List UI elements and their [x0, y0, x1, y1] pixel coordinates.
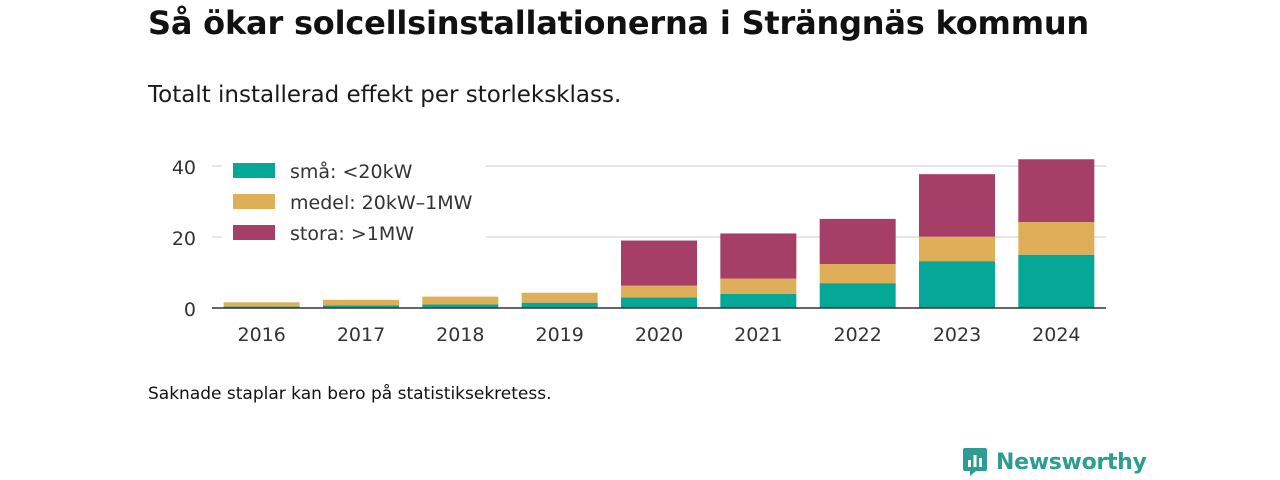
legend-swatch	[233, 163, 275, 178]
bar-segment-3-2023	[919, 174, 995, 237]
bar-segment-3-2020	[621, 240, 697, 286]
bar-segment-2-2024	[1018, 222, 1095, 255]
bar-segment-1-2021	[720, 293, 797, 308]
axes: 0 20 40 2016 2017 2018 2019 2020 2021 2022 2023 202…	[172, 157, 1106, 346]
bar-segment-1-2018	[422, 304, 499, 308]
bar-segment-2-2023	[919, 236, 995, 262]
bar-segment-1-2017	[323, 305, 399, 308]
y-tick-label: 20	[172, 228, 196, 250]
bar-segment-2-2018	[422, 296, 499, 305]
bar-segment-2-2017	[323, 299, 399, 306]
bar-segment-1-2023	[919, 261, 995, 308]
legend-label: små: <20kW	[290, 160, 413, 183]
bar-segment-3-2022	[819, 218, 896, 264]
chart-title: Så ökar solcellsinstallationerna i Strän…	[148, 4, 1090, 42]
x-tick-label: 2024	[1032, 324, 1080, 346]
brand-name: Newsworthy	[996, 449, 1147, 475]
x-tick-label: 2016	[237, 324, 285, 346]
bar-segment-1-2020	[621, 297, 697, 308]
newsworthy-logo-icon	[963, 448, 987, 476]
x-tick-label: 2023	[933, 324, 981, 346]
x-tick-label: 2019	[535, 324, 583, 346]
bar-segment-3-2024	[1018, 159, 1095, 223]
legend-label: stora: >1MW	[290, 223, 414, 245]
bar-segment-2-2020	[621, 285, 697, 298]
legend-label: medel: 20kW–1MW	[290, 192, 473, 214]
y-tick-label: 40	[172, 157, 196, 179]
bar-segment-1-2022	[819, 283, 896, 308]
bar-segment-1-2019	[521, 302, 598, 308]
legend-swatch	[233, 225, 275, 240]
stacked-bar-chart: 0 20 40 2016 2017 2018 2019 2020 2021 2022 2023 202…	[171, 150, 1106, 346]
bar-segment-2-2016	[223, 302, 300, 307]
x-tick-label: 2017	[337, 324, 385, 346]
brand-logo[interactable]: Newsworthy	[962, 446, 1147, 478]
bars	[223, 159, 1095, 308]
x-tick-label: 2020	[635, 324, 683, 346]
bar-segment-2-2019	[521, 292, 598, 303]
footnote: Saknade staplar kan bero på statistiksek…	[148, 384, 552, 404]
legend-swatch	[233, 194, 275, 209]
x-tick-label: 2022	[833, 324, 881, 346]
y-tick-label: 0	[184, 299, 196, 321]
legend: små: <20kW medel: 20kW–1MW stora: >1MW	[222, 150, 486, 245]
x-tick-label: 2018	[436, 324, 484, 346]
bar-segment-3-2021	[720, 233, 797, 279]
bar-segment-1-2024	[1018, 254, 1095, 308]
bar-segment-2-2021	[720, 278, 797, 294]
x-tick-label: 2021	[734, 324, 782, 346]
bar-segment-2-2022	[819, 263, 896, 284]
chart-subtitle: Totalt installerad effekt per storlekskl…	[148, 82, 622, 108]
